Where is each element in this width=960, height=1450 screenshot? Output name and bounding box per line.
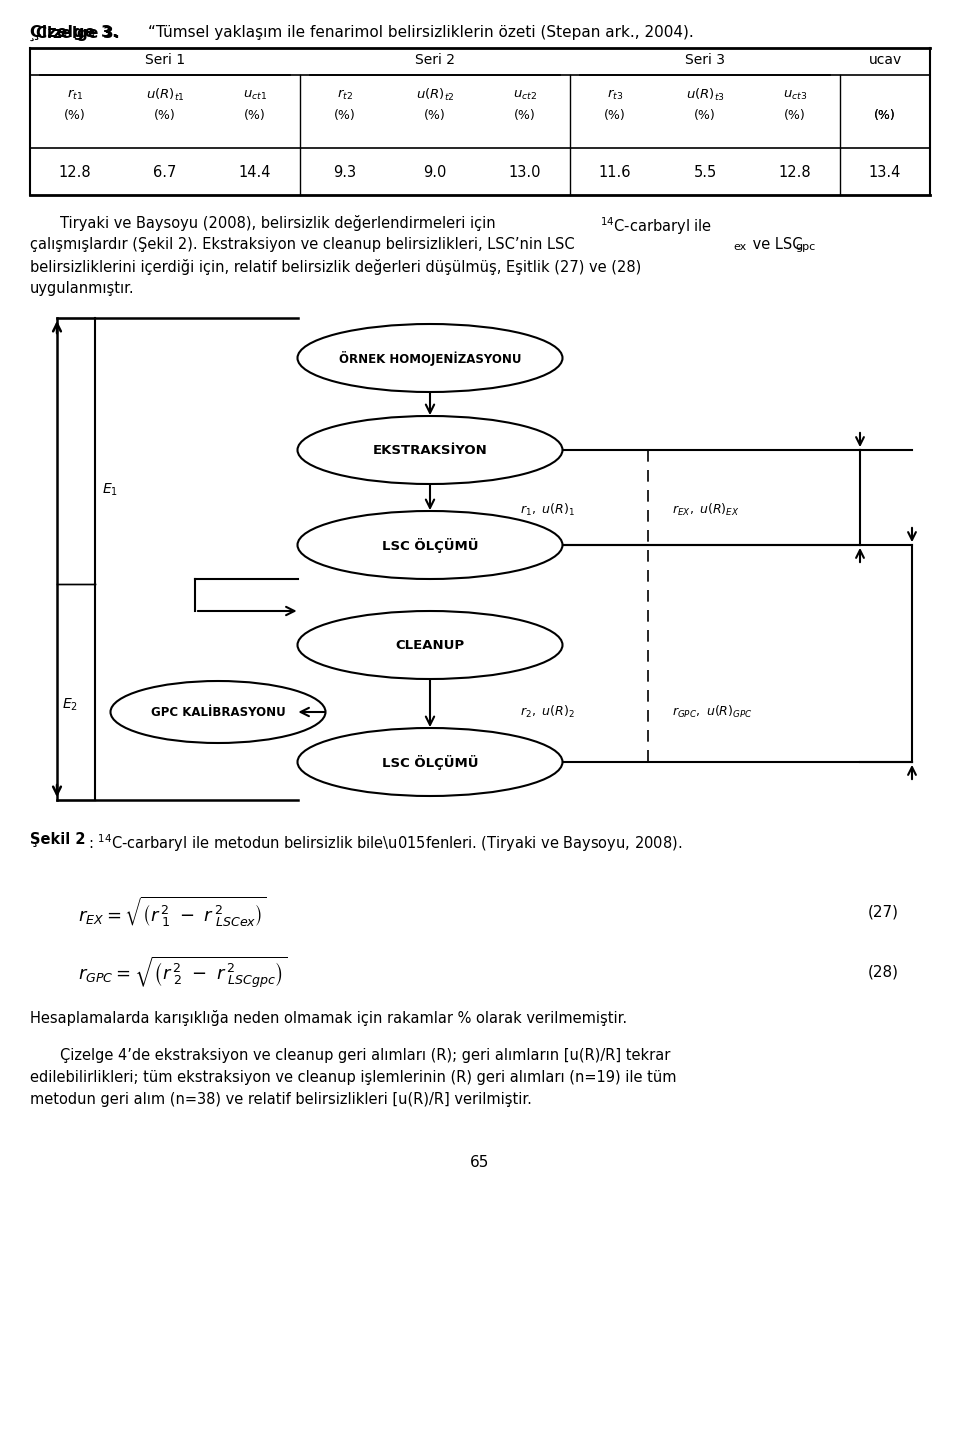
Text: 13.4: 13.4 [869,164,901,180]
Text: ex: ex [733,242,746,252]
Text: $\bf{\c{C}izelge\ 3.}$: $\bf{\c{C}izelge\ 3.}$ [30,25,119,44]
Text: 11.6: 11.6 [599,164,632,180]
Text: (%): (%) [875,109,896,122]
Ellipse shape [298,728,563,796]
Text: 9.3: 9.3 [333,164,356,180]
Text: (%): (%) [694,109,716,122]
Text: $E_1$: $E_1$ [102,481,118,499]
Text: $r_{EX} = \sqrt{\left(r^{\,2}_{\ 1}\ -\ r^{\,2}_{\ LSCex}\right)}$: $r_{EX} = \sqrt{\left(r^{\,2}_{\ 1}\ -\ … [78,895,267,929]
Text: gpc: gpc [795,242,815,252]
Text: $u_{ct1}$: $u_{ct1}$ [243,88,267,102]
Text: CLEANUP: CLEANUP [396,638,465,651]
Text: 12.8: 12.8 [779,164,811,180]
Text: (%): (%) [155,109,176,122]
Text: çalışmışlardır (Şekil 2). Ekstraksiyon ve cleanup belirsizlikleri, LSC’nin LSC: çalışmışlardır (Şekil 2). Ekstraksiyon v… [30,236,575,252]
Text: GPC KALİBRASYONU: GPC KALİBRASYONU [151,706,285,719]
Text: $r_2,\ u(R)_2$: $r_2,\ u(R)_2$ [520,703,575,721]
Text: ucav: ucav [869,54,901,67]
Text: $r_1,\ u(R)_1$: $r_1,\ u(R)_1$ [520,502,575,518]
Text: $r_{GPC} = \sqrt{\left(r^{\,2}_{\ 2}\ -\ r^{\,2}_{\ LSCgpc}\right)}$: $r_{GPC} = \sqrt{\left(r^{\,2}_{\ 2}\ -\… [78,954,288,990]
Text: Seri 2: Seri 2 [415,54,455,67]
Text: metodun geri alım (n=38) ve relatif belirsizlikleri [u(R)/R] verilmiştir.: metodun geri alım (n=38) ve relatif beli… [30,1092,532,1106]
Text: (%): (%) [424,109,445,122]
Text: (%): (%) [244,109,266,122]
Text: $u(R)_{t1}$: $u(R)_{t1}$ [146,87,184,103]
Text: 6.7: 6.7 [154,164,177,180]
Text: (28): (28) [868,964,899,980]
Text: Seri 3: Seri 3 [685,54,725,67]
Text: : $^{14}$C-carbaryl ile metodun belirsizlik bile\u015fenleri. (Tiryaki ve Baysoy: : $^{14}$C-carbaryl ile metodun belirsiz… [88,832,683,854]
Ellipse shape [298,610,563,679]
Text: $r_{EX},\ u(R)_{EX}$: $r_{EX},\ u(R)_{EX}$ [672,502,739,518]
Text: 13.0: 13.0 [509,164,541,180]
Text: $u_{ct3}$: $u_{ct3}$ [782,88,807,102]
Text: $r_{GPC},\ u(R)_{GPC}$: $r_{GPC},\ u(R)_{GPC}$ [672,703,753,721]
Ellipse shape [298,416,563,484]
Text: $u_{ct2}$: $u_{ct2}$ [513,88,537,102]
Ellipse shape [298,510,563,579]
Text: ÖRNEK HOMOJENİZASYONU: ÖRNEK HOMOJENİZASYONU [339,351,521,365]
Text: $r_{t2}$: $r_{t2}$ [337,88,353,102]
Text: LSC ÖLÇÜMÜ: LSC ÖLÇÜMÜ [382,754,478,770]
Text: Tiryaki ve Baysoyu (2008), belirsizlik değerlendirmeleri için: Tiryaki ve Baysoyu (2008), belirsizlik d… [60,215,500,231]
Text: (%): (%) [784,109,805,122]
Text: (%): (%) [875,109,896,122]
Text: 65: 65 [470,1156,490,1170]
Text: Hesaplamalarda karışıklığa neden olmamak için rakamlar % olarak verilmemiştir.: Hesaplamalarda karışıklığa neden olmamak… [30,1011,627,1027]
Text: (%): (%) [334,109,356,122]
Text: (%): (%) [515,109,536,122]
Text: (%): (%) [604,109,626,122]
Text: (27): (27) [868,905,899,919]
Text: $u(R)_{t3}$: $u(R)_{t3}$ [685,87,725,103]
Text: 9.0: 9.0 [423,164,446,180]
Text: 12.8: 12.8 [59,164,91,180]
Text: $^{14}$C-carbaryl ile: $^{14}$C-carbaryl ile [600,215,712,236]
Text: uygulanmıştır.: uygulanmıştır. [30,281,134,296]
Text: $r_{t1}$: $r_{t1}$ [67,88,84,102]
Text: edilebilirlikleri; tüm ekstraksiyon ve cleanup işlemlerinin (R) geri alımları (n: edilebilirlikleri; tüm ekstraksiyon ve c… [30,1070,677,1085]
Text: Seri 1: Seri 1 [145,54,185,67]
Ellipse shape [298,323,563,392]
Text: 14.4: 14.4 [239,164,272,180]
Text: $E_2$: $E_2$ [62,697,78,713]
Ellipse shape [110,682,325,742]
Text: Çizelge 3.: Çizelge 3. [30,25,118,41]
Text: Çizelge 4’de ekstraksiyon ve cleanup geri alımları (R); geri alımların [u(R)/R] : Çizelge 4’de ekstraksiyon ve cleanup ger… [60,1048,670,1063]
Text: $r_{t3}$: $r_{t3}$ [607,88,623,102]
Text: “Tümsel yaklaşım ile fenarimol belirsizliklerin özeti (Stepan ark., 2004).: “Tümsel yaklaşım ile fenarimol belirsizl… [148,25,694,41]
Text: Şekil 2: Şekil 2 [30,832,85,847]
Text: EKSTRAKSİYON: EKSTRAKSİYON [372,444,488,457]
Text: 5.5: 5.5 [693,164,716,180]
Text: $u(R)_{t2}$: $u(R)_{t2}$ [416,87,454,103]
Text: (%): (%) [64,109,85,122]
Text: belirsizliklerini içerdiği için, relatif belirsizlik değerleri düşülmüş, Eşitlik: belirsizliklerini içerdiği için, relatif… [30,260,641,276]
Text: ve LSC: ve LSC [748,236,803,252]
Text: LSC ÖLÇÜMÜ: LSC ÖLÇÜMÜ [382,538,478,552]
